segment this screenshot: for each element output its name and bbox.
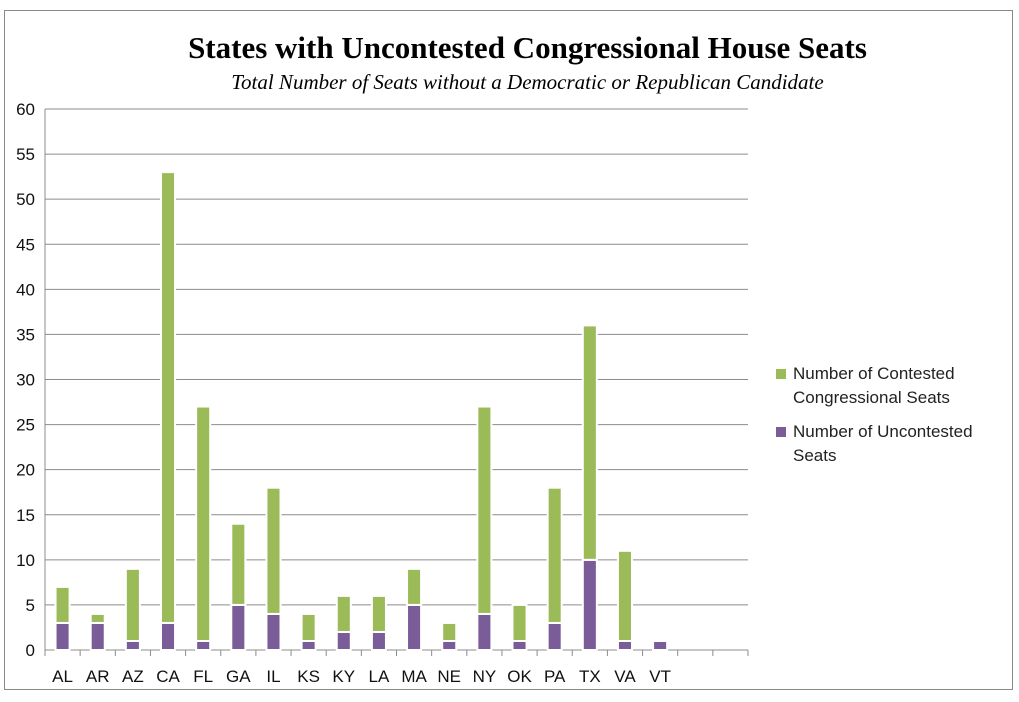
bar-uncontested-ne <box>441 639 458 652</box>
legend-label-uncontested: Number of Uncontested Seats <box>793 422 973 465</box>
bar-uncontested-ga <box>230 603 247 652</box>
x-tick-label: TX <box>579 667 601 686</box>
y-tick-label: 30 <box>16 371 35 390</box>
bar-contested-az <box>124 567 141 642</box>
bar-uncontested-ks <box>300 639 317 652</box>
bar-uncontested-tx <box>581 558 598 651</box>
bar-uncontested-la <box>370 630 387 652</box>
x-tick-label: GA <box>226 667 251 686</box>
y-tick-label: 0 <box>26 641 35 660</box>
y-tick-label: 40 <box>16 280 35 299</box>
x-tick-label: FL <box>193 667 213 686</box>
bar-uncontested-va <box>616 639 634 652</box>
chart-subtitle: Total Number of Seats without a Democrat… <box>231 70 824 94</box>
x-tick-label: AZ <box>122 667 144 686</box>
bar-uncontested-ma <box>406 603 423 652</box>
bar-contested-ma <box>406 567 423 606</box>
y-tick-label: 55 <box>16 145 35 164</box>
legend-swatch-contested <box>776 369 786 379</box>
bar-contested-ny <box>476 405 493 615</box>
bar-uncontested-ny <box>476 612 493 652</box>
bar-contested-pa <box>546 486 563 624</box>
bar-uncontested-pa <box>546 621 563 652</box>
bar-contested-ar <box>89 612 106 624</box>
bar-contested-al <box>54 585 71 624</box>
y-tick-label: 15 <box>16 506 35 525</box>
bar-contested-ky <box>335 594 352 633</box>
bar-uncontested-ar <box>89 621 106 652</box>
bar-uncontested-ok <box>511 639 528 652</box>
bar-contested-ks <box>300 612 317 642</box>
legend-label-contested: Number of Contested Congressional Seats <box>793 364 955 407</box>
x-tick-label: KS <box>297 667 320 686</box>
x-tick-label: AR <box>86 667 110 686</box>
bar-contested-ga <box>230 522 247 606</box>
bar-uncontested-az <box>124 639 141 652</box>
y-tick-label: 5 <box>26 596 35 615</box>
y-tick-label: 20 <box>16 461 35 480</box>
y-tick-label: 50 <box>16 190 35 209</box>
x-tick-label: PA <box>544 667 566 686</box>
y-tick-label: 25 <box>16 416 35 435</box>
legend: Number of Contested Congressional Seats … <box>776 362 1006 478</box>
y-tick-label: 60 <box>16 100 35 119</box>
bar-uncontested-vt <box>652 639 669 652</box>
x-tick-label: IL <box>266 667 280 686</box>
y-tick-label: 10 <box>16 551 35 570</box>
legend-item-uncontested: Number of Uncontested Seats <box>776 420 1006 468</box>
x-tick-label: OK <box>507 667 532 686</box>
bar-uncontested-il <box>265 612 282 652</box>
chart-title: States with Uncontested Congressional Ho… <box>188 30 867 65</box>
legend-item-contested: Number of Contested Congressional Seats <box>776 362 1006 410</box>
x-tick-label: NE <box>437 667 461 686</box>
y-tick-label: 45 <box>16 235 35 254</box>
x-tick-label: CA <box>156 667 180 686</box>
bar-contested-ok <box>511 603 528 642</box>
bar-contested-ca <box>159 171 177 624</box>
y-tick-label: 35 <box>16 325 35 344</box>
bar-uncontested-fl <box>195 639 212 652</box>
x-tick-label: VA <box>614 667 636 686</box>
bar-contested-la <box>370 594 387 633</box>
x-tick-label: MA <box>401 667 427 686</box>
bar-contested-va <box>616 549 634 642</box>
bar-uncontested-ky <box>335 630 352 652</box>
x-tick-label: VT <box>649 667 671 686</box>
bar-contested-il <box>265 486 282 615</box>
bar-contested-ne <box>441 621 458 642</box>
bar-contested-tx <box>581 324 598 561</box>
legend-swatch-uncontested <box>776 427 786 437</box>
x-tick-label: KY <box>332 667 355 686</box>
x-tick-label: AL <box>52 667 73 686</box>
x-tick-label: LA <box>369 667 390 686</box>
bar-uncontested-al <box>54 621 71 652</box>
bar-uncontested-ca <box>159 621 177 652</box>
bar-contested-fl <box>195 405 212 642</box>
x-tick-label: NY <box>473 667 497 686</box>
